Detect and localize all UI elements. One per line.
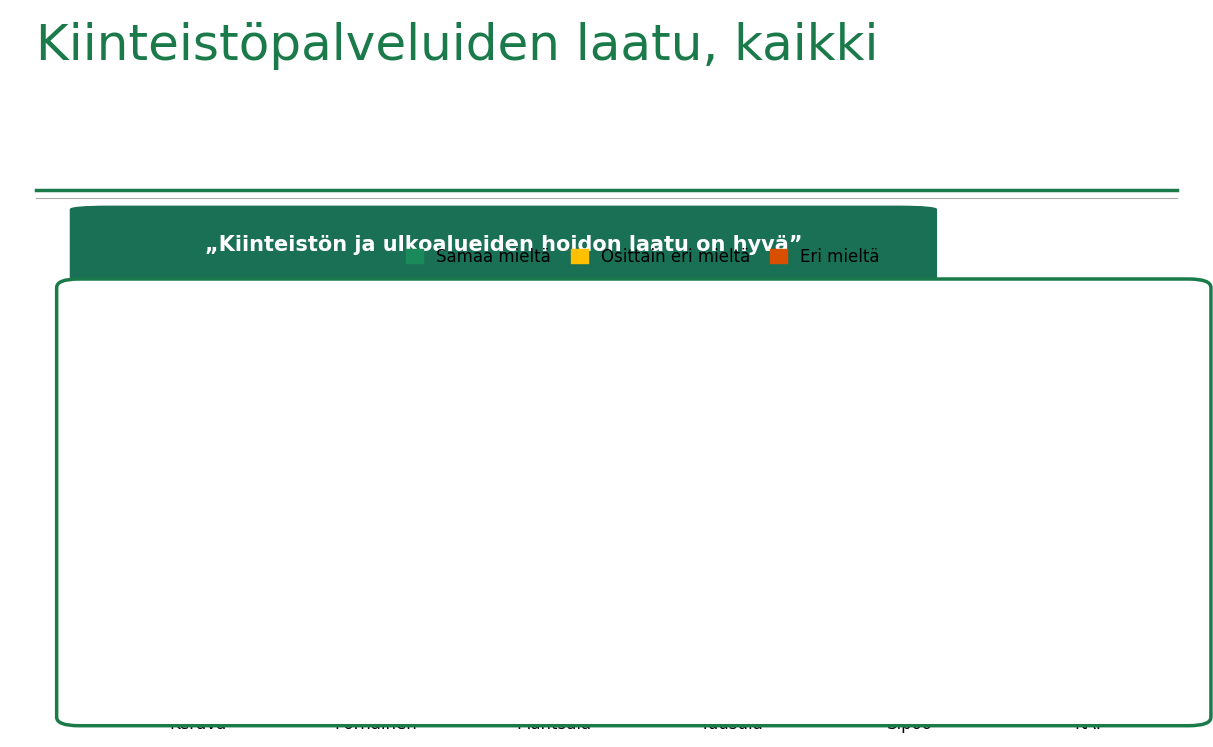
Bar bbox=[685, 336, 778, 498]
Text: Kiinteistöpalveluiden laatu, kaikki: Kiinteistöpalveluiden laatu, kaikki bbox=[36, 22, 879, 70]
Bar bbox=[508, 332, 600, 494]
Bar bbox=[508, 295, 600, 332]
Bar bbox=[508, 494, 600, 710]
Bar bbox=[864, 353, 956, 602]
Bar bbox=[864, 295, 956, 353]
Bar bbox=[685, 498, 778, 710]
Bar bbox=[685, 295, 778, 336]
FancyBboxPatch shape bbox=[74, 208, 938, 289]
Bar bbox=[152, 316, 244, 440]
Bar bbox=[330, 440, 422, 710]
Text: „Kiinteistön ja ulkoalueiden hoidon laatu on hyvä”: „Kiinteistön ja ulkoalueiden hoidon laat… bbox=[205, 235, 802, 255]
Bar bbox=[1042, 336, 1134, 511]
Bar bbox=[1042, 295, 1134, 336]
Bar bbox=[152, 295, 244, 316]
Bar bbox=[152, 440, 244, 710]
Bar bbox=[864, 602, 956, 710]
Legend: Samaa mieltä, Osittain eri mieltä, Eri mieltä: Samaa mieltä, Osittain eri mieltä, Eri m… bbox=[399, 241, 887, 273]
Bar bbox=[1042, 511, 1134, 710]
Bar bbox=[330, 295, 422, 440]
FancyBboxPatch shape bbox=[70, 205, 938, 284]
FancyBboxPatch shape bbox=[57, 279, 1211, 726]
